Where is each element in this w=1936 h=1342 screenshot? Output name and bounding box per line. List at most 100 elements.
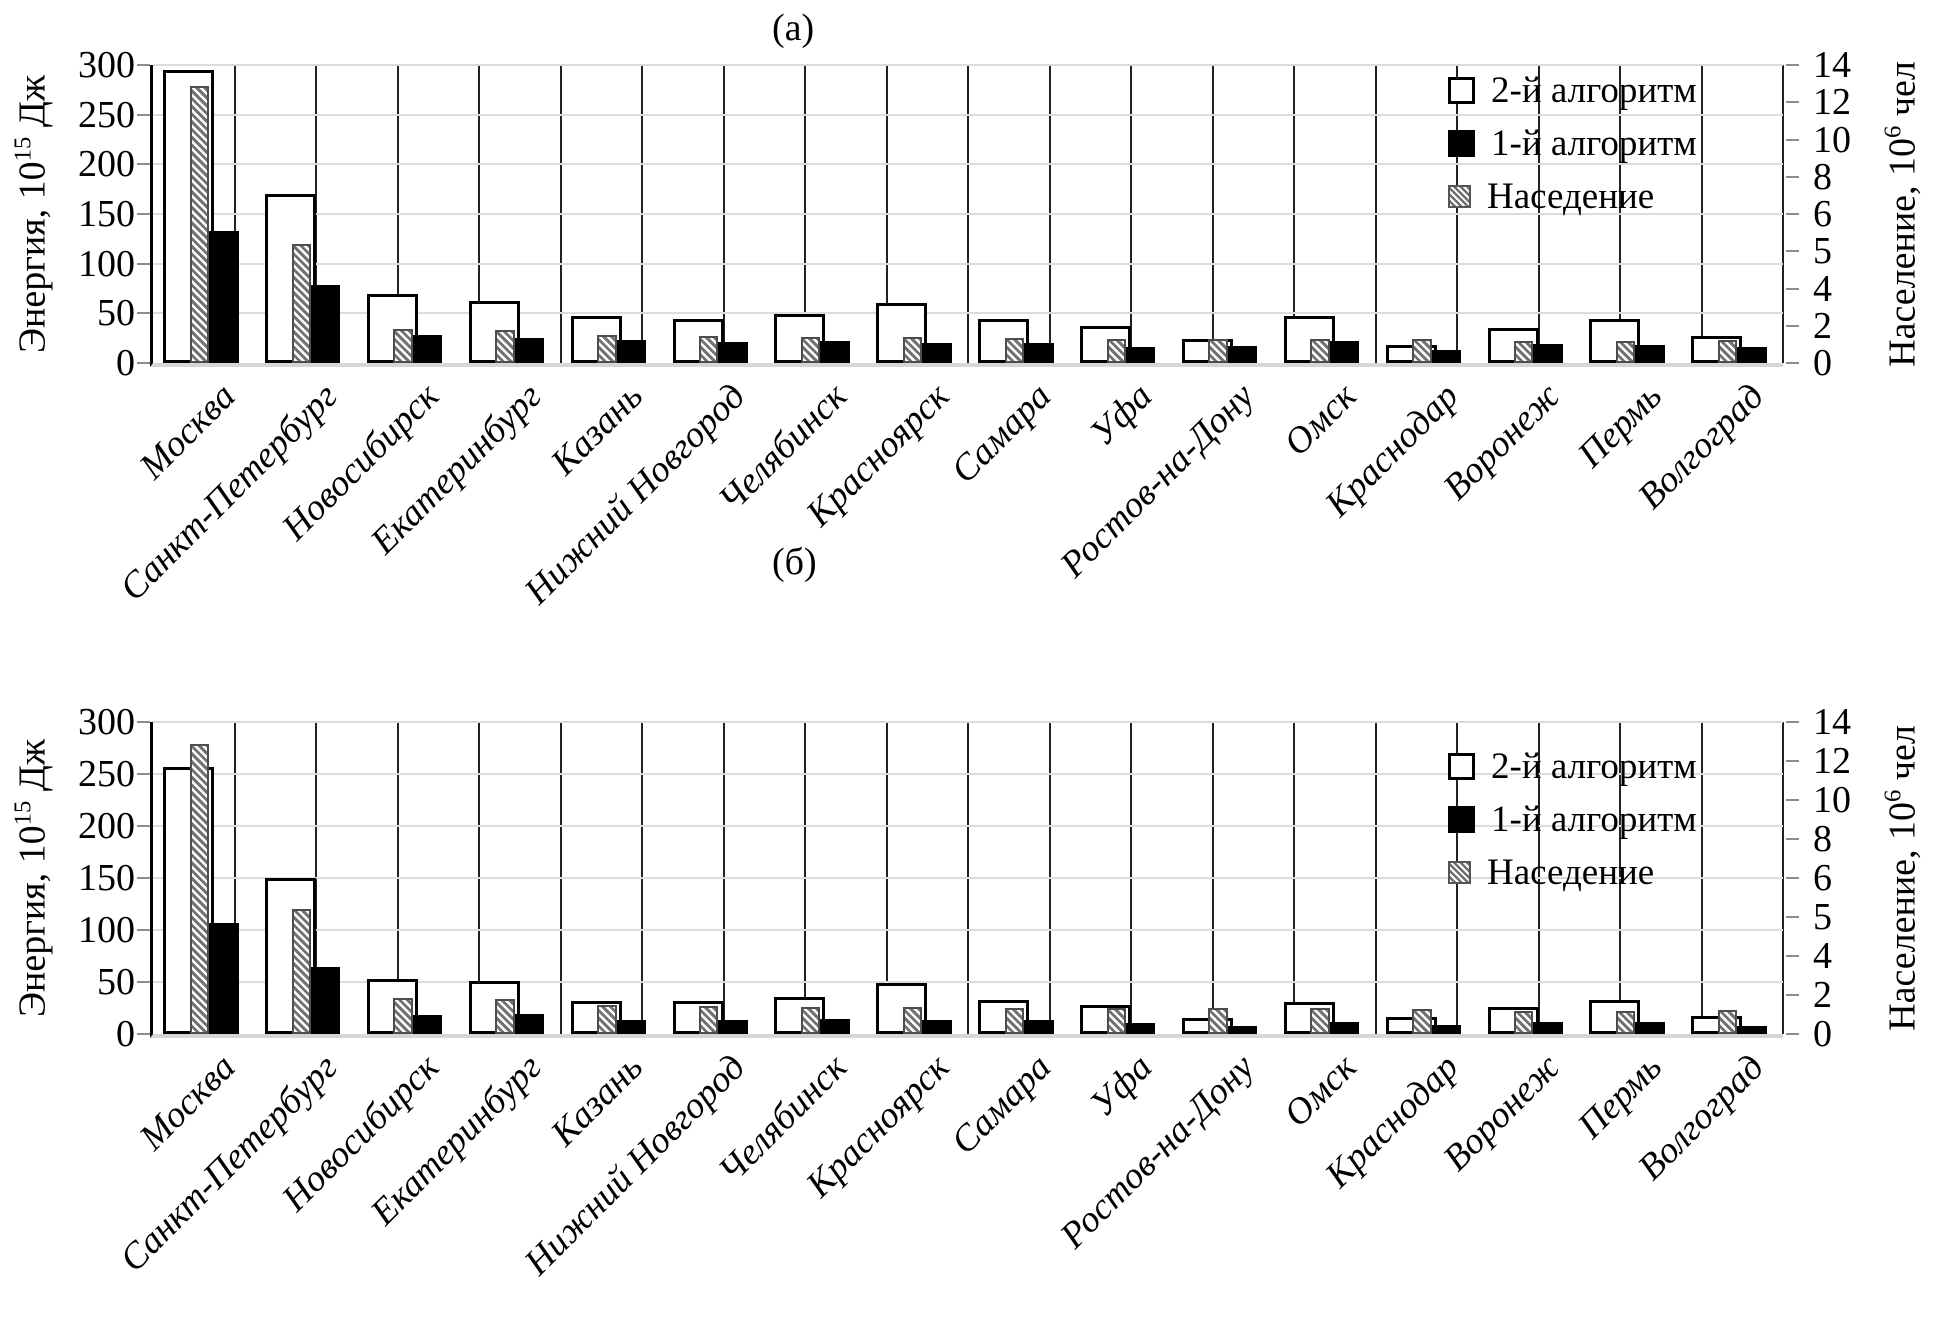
bar-1st-algorithm [310,284,341,363]
right-axis-tick-label: 2 [1813,304,1832,347]
panel-a-left-axis-title: Энергия, 1015 Дж [10,75,55,353]
left-axis-tick-mark [137,1033,150,1035]
bar-population [699,336,719,363]
gridline [153,877,1783,879]
bar-population [1106,338,1126,363]
axis-title-unit: Дж [11,738,54,801]
bar-population [495,999,515,1034]
left-axis-tick-label: 200 [78,143,135,186]
hatched-bar-swatch-icon [1448,185,1471,208]
bar-population [393,998,413,1034]
axis-title-exponent: 15 [9,800,37,826]
bar-population [1106,1008,1126,1034]
right-axis-tick-mark [1786,138,1799,141]
x-category-label: Самара [943,375,1059,492]
left-axis-tick-mark [137,312,150,315]
bar-population [291,243,311,363]
legend-item-population: Наседение [1448,170,1697,223]
panel-b-legend: 2-й алгоритм 1-й алгоритм Наседение [1448,740,1697,899]
bar-1st-algorithm [412,335,443,363]
bar-1st-algorithm [922,343,952,363]
bar-population [597,335,617,363]
left-axis-tick-mark [137,981,150,983]
bar-population [1310,338,1330,363]
x-category-label: Омск [1275,1046,1365,1136]
gridline [153,113,1783,116]
bar-2nd-algorithm [265,194,316,363]
panel-b-title: (б) [772,541,817,583]
axis-title-text: Население, 10 [1881,801,1924,1031]
bar-1st-algorithm [820,341,850,363]
panel-b-plot-area: 0 50 100 150 200 250 300 14 12 10 8 6 5 4 2 0 Москва Санк… [78,703,1851,1283]
gridline [153,981,1783,983]
left-axis-tick-label: 300 [78,701,135,743]
right-axis-tick-label: 14 [1813,701,1851,743]
bar-population [189,86,210,363]
right-axis-tick-mark [1786,955,1799,957]
axis-title-text: Энергия, 10 [11,161,54,354]
bar-population [495,330,515,363]
left-axis-tick-mark [137,213,150,215]
bar-1st-algorithm [1024,1020,1054,1034]
bar-population [1514,340,1534,363]
right-axis-tick-mark [1786,916,1799,918]
bar-population [1004,338,1025,363]
bar-1st-algorithm [209,922,239,1034]
panel-b-right-axis-title: Население, 106 чел [1880,725,1925,1031]
bar-1st-algorithm [1329,341,1360,363]
panel-a-legend: 2-й алгоритм 1-й алгоритм Наседение [1448,64,1697,223]
panel-a-plot-area: 0 50 100 150 200 250 300 14 12 10 8 6 5 4 2 0 Москва Санк… [78,46,1851,612]
black-bar-swatch-icon [1448,130,1475,157]
left-axis-tick-mark [137,163,150,166]
gridline [153,64,1783,66]
bar-population [1208,338,1228,363]
legend-label: Наседение [1487,852,1655,893]
left-axis-tick-mark [137,825,150,827]
left-axis-tick-label: 250 [78,93,135,136]
bar-2nd-algorithm [1487,328,1539,363]
right-axis-tick-label: 12 [1813,740,1851,782]
bar-1st-algorithm [922,1020,952,1034]
x-category-label: Самара [943,1046,1059,1163]
right-axis-tick-mark [1786,175,1799,178]
left-axis-tick-mark [137,113,150,116]
gridline [153,825,1783,827]
white-bar-swatch-icon [1448,77,1475,104]
bar-population [597,1005,617,1034]
black-bar-swatch-icon [1448,806,1475,833]
right-axis-tick-mark [1786,721,1799,723]
bar-1st-algorithm [1024,343,1054,363]
right-axis-tick-label: 8 [1813,155,1832,198]
panel-b-left-axis-title: Энергия, 1015 Дж [10,739,55,1017]
category-separator-line [1782,722,1784,1034]
axis-title-text: Население, 10 [1881,137,1924,367]
right-axis-tick-label: 5 [1813,230,1832,273]
left-axis-tick-label: 100 [78,242,135,285]
right-axis-tick-label: 0 [1813,342,1832,384]
right-axis-tick-label: 6 [1813,857,1832,899]
gridline [153,163,1783,166]
x-category-label: Ростов-на-Дону [1052,375,1263,586]
bar-population [1717,340,1738,363]
bar-1st-algorithm [310,967,341,1034]
left-axis-tick-mark [137,262,150,265]
bar-1st-algorithm [412,1015,443,1034]
right-axis-tick-label: 0 [1813,1013,1832,1055]
left-axis-tick-label: 50 [97,292,135,335]
x-category-label: Пермь [1570,1046,1670,1147]
right-axis-tick-mark [1786,324,1799,327]
x-category-label: Омск [1275,375,1365,465]
category-separator-line [1782,65,1784,363]
right-axis-tick-label: 4 [1813,935,1832,977]
x-category-label: Ростов-на-Дону [1052,1046,1263,1257]
x-category-label: Уфа [1082,375,1161,454]
bar-1st-algorithm [616,340,647,363]
axis-title-unit: Дж [11,74,54,137]
bar-1st-algorithm [1635,345,1665,363]
bar-population [1412,1009,1432,1034]
white-bar-swatch-icon [1448,753,1475,780]
axis-title-text: Энергия, 10 [11,825,54,1018]
left-axis-tick-label: 0 [116,342,135,384]
legend-item-1st-algorithm: 1-й алгоритм [1448,793,1697,846]
left-axis-tick-label: 200 [78,805,135,847]
